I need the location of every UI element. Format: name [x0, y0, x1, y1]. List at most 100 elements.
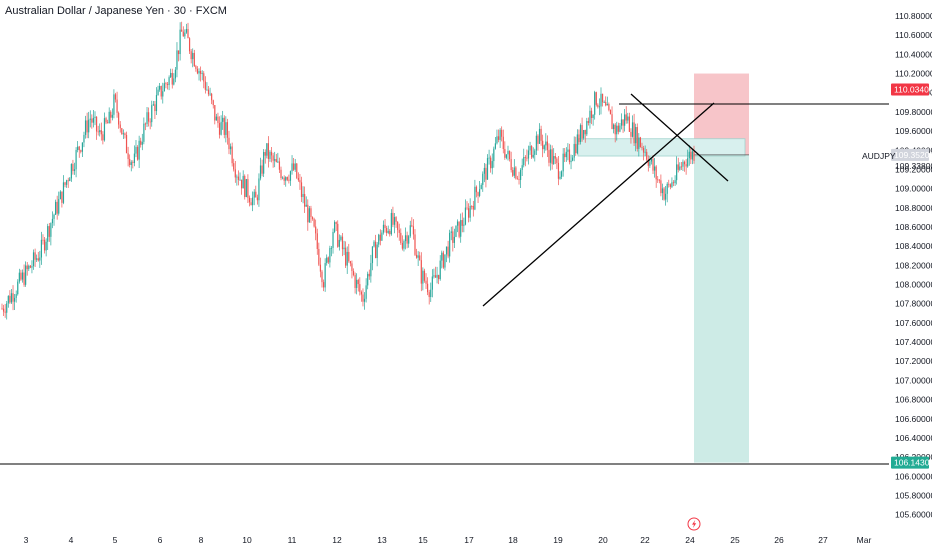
time-tick-label: 17: [464, 535, 474, 545]
candle: [83, 131, 85, 148]
candle: [600, 87, 602, 115]
entry-box[interactable]: [577, 138, 746, 157]
candle: [477, 191, 479, 203]
time-tick-label: 20: [598, 535, 608, 545]
candle: [616, 121, 618, 141]
candle: [690, 148, 692, 165]
candle: [43, 237, 46, 254]
candle: [315, 219, 317, 241]
candle: [401, 235, 403, 251]
take-profit-zone[interactable]: [694, 154, 749, 463]
candle: [691, 149, 694, 165]
candle: [486, 154, 489, 180]
candle: [601, 93, 604, 107]
candle: [275, 153, 277, 163]
candle: [491, 153, 493, 175]
candle: [532, 147, 534, 159]
candle: [149, 118, 151, 130]
candle: [266, 143, 268, 159]
candle: [687, 149, 689, 168]
candle: [185, 23, 188, 34]
candle: [146, 106, 148, 127]
candle: [270, 147, 273, 163]
candle: [190, 49, 192, 64]
candle: [581, 117, 583, 142]
candle: [144, 122, 147, 131]
candle: [482, 171, 484, 192]
candle: [53, 213, 55, 226]
candle: [504, 141, 506, 160]
candle: [557, 156, 560, 186]
candle: [679, 162, 681, 171]
candle: [302, 186, 304, 204]
candle: [118, 111, 120, 129]
candle: [455, 225, 457, 238]
descending-trendline[interactable]: [630, 93, 729, 182]
candle: [346, 246, 348, 274]
candle: [318, 242, 320, 267]
candle: [592, 114, 594, 126]
price-tick-label: 109.00000: [895, 184, 932, 194]
candle: [480, 183, 482, 190]
lightning-icon[interactable]: [687, 517, 701, 531]
candle: [200, 66, 202, 82]
candle: [619, 123, 621, 133]
price-tick-label: 106.40000: [895, 433, 932, 443]
candle: [99, 123, 101, 137]
candle: [56, 195, 58, 220]
candle: [203, 71, 205, 89]
candle: [553, 148, 555, 165]
candle: [368, 269, 370, 280]
candle: [204, 76, 206, 94]
candle: [608, 102, 610, 112]
time-tick-label: 19: [553, 535, 563, 545]
candle: [682, 159, 684, 171]
candle: [209, 87, 211, 97]
time-tick-label: 12: [332, 535, 342, 545]
candle: [236, 174, 238, 186]
candle: [390, 209, 392, 236]
price-tick-label: 110.20000: [895, 69, 932, 79]
ascending-trendline[interactable]: [482, 102, 715, 307]
candle: [639, 136, 642, 148]
candle: [283, 175, 285, 185]
candle: [523, 148, 525, 168]
candle: [683, 160, 686, 172]
candle: [442, 250, 444, 269]
candle: [360, 290, 362, 302]
candle: [579, 123, 582, 145]
candle: [207, 85, 210, 97]
candle: [409, 220, 411, 238]
candle: [319, 257, 322, 278]
candle: [653, 157, 656, 178]
candle: [595, 91, 597, 107]
candle: [348, 243, 350, 263]
candle: [173, 73, 175, 86]
candle: [488, 149, 490, 165]
candle: [293, 157, 295, 172]
candle: [335, 221, 337, 232]
time-tick-label: 15: [418, 535, 428, 545]
candle: [622, 119, 624, 133]
symbol-tag: AUDJPY: [862, 151, 896, 161]
candle: [294, 158, 296, 172]
candle: [505, 154, 508, 160]
candle: [100, 122, 102, 141]
candle: [192, 48, 194, 68]
candle: [590, 107, 593, 125]
candle: [471, 205, 473, 210]
candle: [184, 29, 186, 39]
candle: [113, 89, 115, 119]
time-axis[interactable]: 3 4 5 6 8 10 11 12 13 15 17 18 19 20 22 24 25 26 27 Mar: [24, 535, 872, 545]
candle: [220, 115, 222, 136]
candle: [657, 176, 659, 183]
candle: [428, 289, 430, 305]
candle: [529, 141, 531, 155]
candle: [119, 121, 121, 133]
candle: [311, 216, 314, 221]
candle: [493, 146, 495, 168]
candle: [143, 117, 145, 145]
candle: [242, 170, 244, 189]
price-axis[interactable]: 110.80000 110.60000 110.40000 110.20000 110.…: [895, 11, 932, 520]
